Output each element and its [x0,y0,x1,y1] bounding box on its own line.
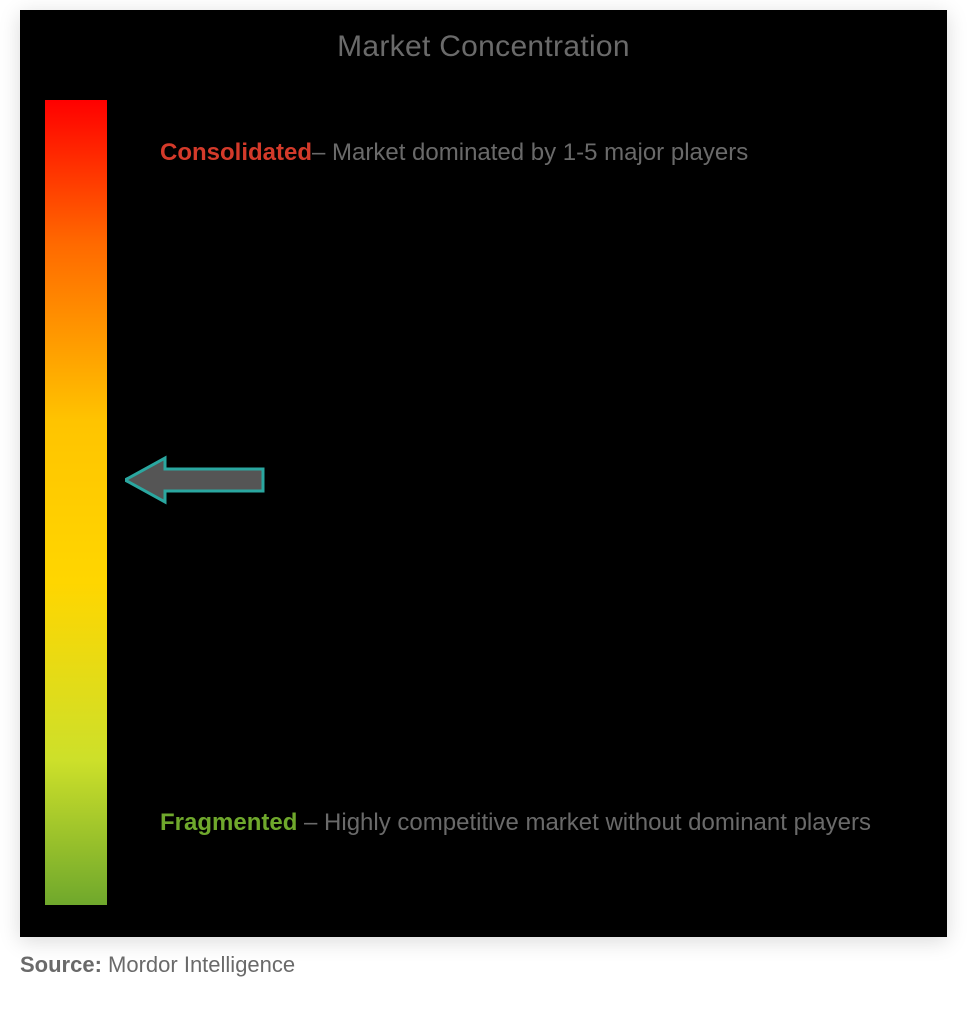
indicator-arrow [125,455,265,505]
consolidated-label: Consolidated [160,139,312,166]
fragmented-label: Fragmented [160,809,297,836]
concentration-card: Market Concentration Consolidated– Marke… [20,10,947,937]
fragmented-description: Fragmented – Highly competitive market w… [160,795,900,850]
concentration-gradient-bar [45,100,107,905]
source-value: Mordor Intelligence [102,952,295,977]
arrow-icon [125,458,263,502]
fragmented-text: – Highly competitive market without domi… [297,809,871,836]
source-label: Source: [20,952,102,977]
card-title: Market Concentration [20,30,947,64]
consolidated-text: – Market dominated by 1-5 major players [312,139,748,166]
source-attribution: Source: Mordor Intelligence [20,952,295,978]
consolidated-description: Consolidated– Market dominated by 1-5 ma… [160,125,900,180]
